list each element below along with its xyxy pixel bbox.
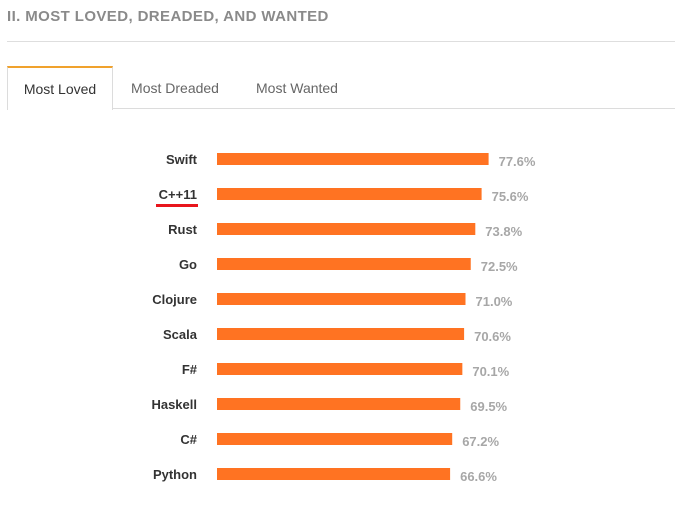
category-label: Rust [168,222,198,237]
section-title: II. MOST LOVED, DREADED, AND WANTED [7,8,329,25]
bar [217,258,471,270]
bar [217,363,463,375]
value-label: 72.5% [481,259,518,274]
value-label: 75.6% [492,189,529,204]
value-label: 70.1% [472,364,509,379]
value-label: 73.8% [485,224,522,239]
category-label: Python [153,467,197,482]
category-label: Swift [166,152,198,167]
category-label: Haskell [151,397,197,412]
category-label: Go [179,257,197,272]
value-label: 69.5% [470,399,507,414]
bar [217,223,476,235]
highlight-underline [156,204,198,207]
value-label: 70.6% [474,329,511,344]
category-label: Scala [163,327,198,342]
bar [217,328,465,340]
tab-baseline [7,108,675,109]
bar [217,433,453,445]
tab-most-loved[interactable]: Most Loved [7,66,113,110]
value-label: 67.2% [462,434,499,449]
bar [217,188,482,200]
title-divider [7,41,675,42]
tab-bar: Most Loved Most Dreaded Most Wanted [7,66,675,110]
value-label: 77.6% [499,154,536,169]
bar [217,398,461,410]
category-label: F# [182,362,198,377]
bar [217,468,451,480]
bar [217,153,489,165]
category-label: C# [180,432,197,447]
bar [217,293,466,305]
value-label: 66.6% [460,469,497,484]
tab-most-dreaded[interactable]: Most Dreaded [131,80,219,96]
tab-most-wanted[interactable]: Most Wanted [256,80,338,96]
value-label: 71.0% [476,294,513,309]
category-label: Clojure [152,292,197,307]
category-label: C++11 [159,187,197,202]
